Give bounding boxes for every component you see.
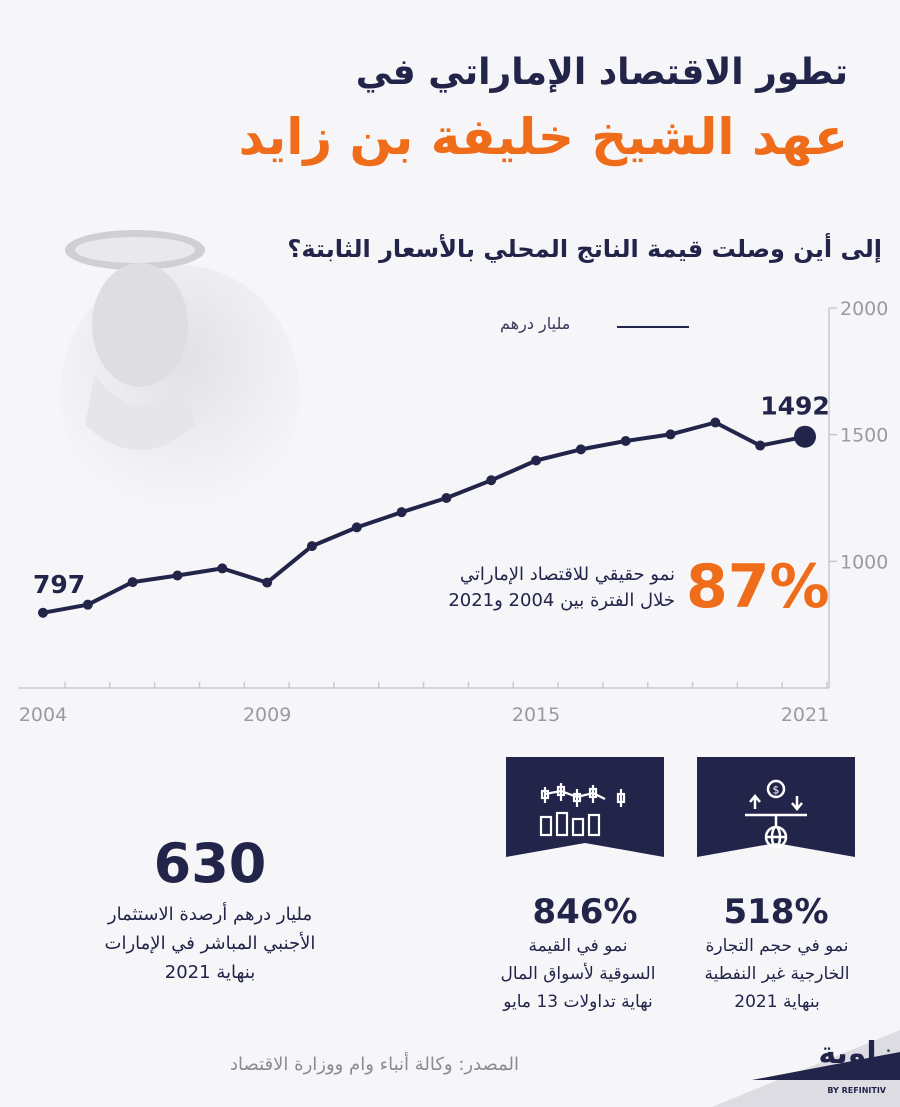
data-point xyxy=(486,475,497,486)
y-axis: 1000 1500 2000 xyxy=(828,298,888,688)
growth-percent: 87% xyxy=(686,552,830,622)
x-tick-label: 2009 xyxy=(243,704,291,726)
data-point xyxy=(38,607,48,618)
data-point xyxy=(127,577,138,588)
growth-caption-line-1: نمو حقيقي للاقتصاد الإماراتي xyxy=(459,564,675,585)
gdp-line-chart: 1000 1500 2000 2004 2009 2015 2021 797 1492 xyxy=(18,298,888,726)
market-caption-line-2: السوقية لأسواق المال xyxy=(500,964,656,984)
fdi-caption-line-3: بنهاية 2021 xyxy=(164,962,256,983)
title-line-1: تطور الاقتصاد الإماراتي في xyxy=(355,52,848,93)
trade-badge: $ xyxy=(697,757,855,857)
data-label-last: 1492 xyxy=(760,392,830,421)
data-point xyxy=(172,570,183,581)
data-point xyxy=(82,599,93,610)
gdp-series-line xyxy=(41,420,807,615)
data-point xyxy=(351,522,362,533)
data-point xyxy=(531,455,542,466)
market-growth-caption: نمو في القيمة السوقية لأسواق المال نهاية… xyxy=(460,932,696,1016)
svg-text:$: $ xyxy=(773,784,780,797)
data-point xyxy=(710,417,721,428)
data-point xyxy=(665,429,676,440)
x-tick-label: 2015 xyxy=(512,704,560,726)
legend-line-swatch xyxy=(617,326,689,328)
data-point xyxy=(306,541,317,552)
data-label-first: 797 xyxy=(33,570,85,599)
market-caption-line-1: نمو في القيمة xyxy=(528,936,628,956)
trade-caption-line-1: نمو في حجم التجارة xyxy=(705,936,849,956)
trade-caption-line-2: الخارجية غير النفطية xyxy=(704,964,850,984)
logo-background xyxy=(712,1030,900,1107)
data-point xyxy=(755,440,766,451)
legend-label: مليار درهم xyxy=(500,314,571,333)
zawya-logo: زاوية xyxy=(818,1036,894,1071)
y-tick-label: 1500 xyxy=(840,425,888,447)
growth-caption-line-2: خلال الفترة بين 2004 و2021 xyxy=(448,590,675,611)
portrait-image xyxy=(60,230,300,515)
trade-growth-caption: نمو في حجم التجارة الخارجية غير النفطية … xyxy=(672,932,882,1016)
y-tick-label: 2000 xyxy=(840,298,888,320)
trade-caption-line-3: بنهاية 2021 xyxy=(734,992,820,1012)
x-axis: 2004 2009 2015 2021 xyxy=(18,682,829,726)
fdi-caption: مليار درهم أرصدة الاستثمار الأجنبي المبا… xyxy=(70,900,350,987)
trade-growth-value: 518% xyxy=(723,892,829,932)
fdi-caption-line-1: مليار درهم أرصدة الاستثمار xyxy=(107,904,313,925)
chart-question: إلى أين وصلت قيمة الناتج المحلي بالأسعار… xyxy=(287,235,882,263)
zawya-logo-subtitle: BY REFINITIV xyxy=(827,1086,886,1095)
market-caption-line-3: نهاية تداولات 13 مايو xyxy=(503,992,653,1012)
x-tick-label: 2021 xyxy=(781,704,829,726)
market-growth-value: 846% xyxy=(532,892,638,932)
market-badge xyxy=(506,757,664,857)
title-line-2: عهد الشيخ خليفة بن زايد xyxy=(238,108,848,166)
scale-trade-icon: $ xyxy=(745,779,807,849)
data-point xyxy=(217,563,228,574)
data-point xyxy=(794,425,816,448)
y-tick-label: 1000 xyxy=(840,551,888,573)
fdi-caption-line-2: الأجنبي المباشر في الإمارات xyxy=(104,933,316,954)
data-point xyxy=(396,507,407,518)
data-point xyxy=(441,493,452,503)
x-tick-label: 2004 xyxy=(19,704,67,726)
data-point xyxy=(620,436,631,446)
source-note: المصدر: وكالة أنباء وام ووزارة الاقتصاد xyxy=(230,1054,520,1075)
fdi-value: 630 xyxy=(153,832,267,895)
candlestick-chart-icon xyxy=(539,783,626,837)
data-point xyxy=(262,577,273,588)
growth-caption: نمو حقيقي للاقتصاد الإماراتي خلال الفترة… xyxy=(448,562,675,614)
data-point xyxy=(575,444,586,455)
